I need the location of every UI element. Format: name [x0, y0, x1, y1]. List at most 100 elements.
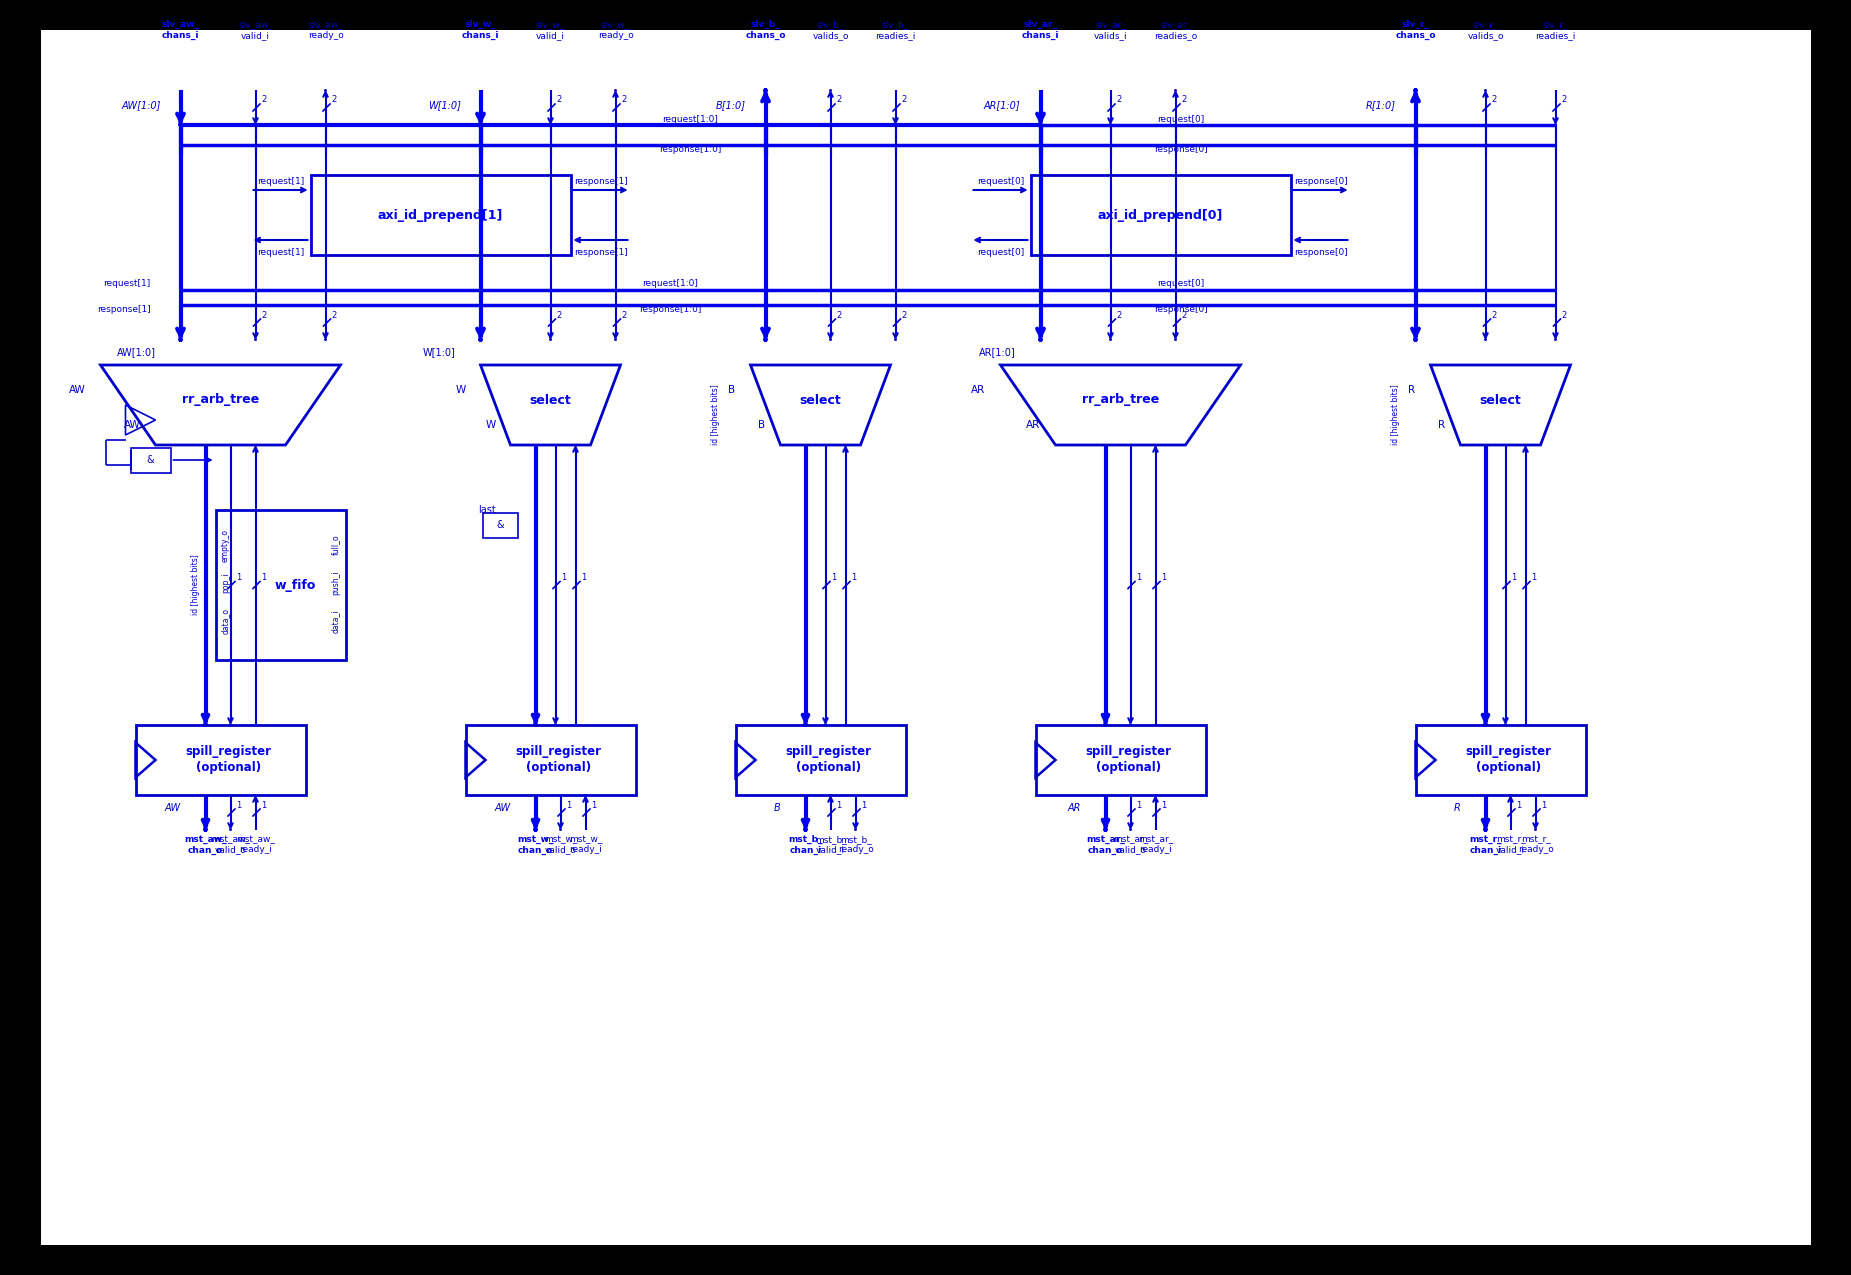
Text: B[1:0]: B[1:0]	[716, 99, 746, 110]
Text: 1: 1	[1542, 801, 1546, 810]
Text: AW: AW	[165, 803, 181, 813]
Text: R[1:0]: R[1:0]	[1366, 99, 1396, 110]
Text: 1: 1	[235, 572, 241, 581]
Text: 1: 1	[261, 801, 267, 810]
Text: full_o: full_o	[331, 534, 341, 556]
Text: 2: 2	[1492, 311, 1497, 320]
Text: response[1]: response[1]	[574, 249, 627, 258]
Text: 2: 2	[557, 311, 561, 320]
Text: slv_w_
ready_o: slv_w_ ready_o	[598, 20, 633, 40]
Text: mst_ar_
ready_i: mst_ar_ ready_i	[1138, 835, 1174, 854]
Text: id [highest bits]: id [highest bits]	[191, 555, 200, 616]
Text: 1: 1	[861, 801, 866, 810]
Text: empty_o: empty_o	[220, 529, 230, 561]
Text: 2: 2	[1181, 311, 1186, 320]
Text: 1: 1	[851, 572, 857, 581]
Text: spill_register: spill_register	[185, 746, 272, 759]
Text: spill_register: spill_register	[1466, 746, 1551, 759]
Text: 1: 1	[1161, 572, 1166, 581]
Text: AR[1:0]: AR[1:0]	[985, 99, 1020, 110]
Text: B: B	[729, 385, 735, 395]
Text: response[0]: response[0]	[1153, 305, 1207, 314]
Text: rr_arb_tree: rr_arb_tree	[181, 394, 259, 407]
Text: axi_id_prepend[1]: axi_id_prepend[1]	[378, 209, 503, 222]
Text: select: select	[800, 394, 842, 407]
Text: W[1:0]: W[1:0]	[422, 347, 455, 357]
Text: mst_r_
ready_o: mst_r_ ready_o	[1518, 835, 1553, 854]
Text: 2: 2	[331, 96, 337, 105]
Text: 1: 1	[261, 572, 267, 581]
Text: 2: 2	[837, 96, 840, 105]
Text: 2: 2	[1116, 96, 1122, 105]
Text: spill_register: spill_register	[515, 746, 602, 759]
Text: response[0]: response[0]	[1294, 177, 1348, 186]
Text: 1: 1	[1531, 572, 1536, 581]
Text: AR: AR	[1025, 419, 1040, 430]
Text: response[0]: response[0]	[1294, 249, 1348, 258]
Text: 1: 1	[1516, 801, 1522, 810]
Text: R: R	[1409, 385, 1416, 395]
Text: mst_aw_
ready_i: mst_aw_ ready_i	[237, 835, 276, 854]
Text: slv_b_
valids_o: slv_b_ valids_o	[813, 20, 850, 40]
Text: 2: 2	[622, 311, 627, 320]
Text: 1: 1	[831, 572, 837, 581]
Text: request[1:0]: request[1:0]	[642, 279, 698, 288]
Text: response[1]: response[1]	[96, 305, 150, 314]
Text: slv_w_
chans_i: slv_w_ chans_i	[461, 20, 500, 40]
Text: R: R	[1438, 419, 1446, 430]
Text: slv_ar_
readies_o: slv_ar_ readies_o	[1153, 20, 1198, 40]
Text: request[1]: request[1]	[104, 279, 150, 288]
Bar	[465, 725, 635, 796]
Text: slv_b_
readies_i: slv_b_ readies_i	[876, 20, 916, 40]
Text: (optional): (optional)	[1475, 761, 1542, 774]
Text: mst_b_
valid_i: mst_b_ valid_i	[814, 835, 846, 854]
Text: 2: 2	[261, 311, 267, 320]
Text: (optional): (optional)	[196, 761, 261, 774]
Text: request[0]: request[0]	[977, 177, 1024, 186]
Text: 2: 2	[261, 96, 267, 105]
Text: 2: 2	[620, 96, 626, 105]
Text: B: B	[774, 803, 781, 813]
Text: 1: 1	[581, 572, 587, 581]
Text: (optional): (optional)	[526, 761, 590, 774]
Bar	[131, 448, 170, 473]
Text: 2: 2	[1562, 311, 1566, 320]
Text: mst_w_
valid_o: mst_w_ valid_o	[544, 835, 578, 854]
Text: request[0]: request[0]	[1157, 279, 1205, 288]
FancyBboxPatch shape	[41, 31, 1810, 1244]
Text: mst_w_
chan_o: mst_w_ chan_o	[516, 835, 553, 854]
Text: 1: 1	[1510, 572, 1516, 581]
Text: slv_aw_
ready_o: slv_aw_ ready_o	[307, 20, 344, 40]
Text: spill_register: spill_register	[1085, 746, 1172, 759]
Text: slv_r_
chans_o: slv_r_ chans_o	[1396, 20, 1436, 40]
Bar	[483, 513, 518, 538]
Text: slv_b_
chans_o: slv_b_ chans_o	[746, 20, 787, 40]
Text: response[1:0]: response[1:0]	[639, 305, 702, 314]
Text: id [highest bits]: id [highest bits]	[711, 385, 720, 445]
Text: response[1]: response[1]	[574, 177, 627, 186]
Text: response[1:0]: response[1:0]	[659, 145, 722, 154]
Text: data_o: data_o	[220, 608, 230, 634]
Text: mst_b_
ready_o: mst_b_ ready_o	[839, 835, 874, 854]
Text: 1: 1	[566, 801, 572, 810]
Text: select: select	[529, 394, 572, 407]
Text: request[1]: request[1]	[257, 177, 304, 186]
Text: 1: 1	[590, 801, 596, 810]
Text: W[1:0]: W[1:0]	[428, 99, 461, 110]
Text: AR[1:0]: AR[1:0]	[979, 347, 1016, 357]
Text: request[1]: request[1]	[257, 249, 304, 258]
Text: 2: 2	[1560, 96, 1566, 105]
Bar	[135, 725, 305, 796]
Text: rr_arb_tree: rr_arb_tree	[1081, 394, 1159, 407]
Text: mst_r_
valid_i: mst_r_ valid_i	[1496, 835, 1525, 854]
Text: 1: 1	[235, 801, 241, 810]
Text: W: W	[455, 385, 465, 395]
Bar	[735, 725, 905, 796]
Text: pop_i: pop_i	[220, 572, 230, 593]
Text: B: B	[759, 419, 766, 430]
Text: slv_r_
valids_o: slv_r_ valids_o	[1468, 20, 1503, 40]
Text: slv_ar_
valids_i: slv_ar_ valids_i	[1094, 20, 1127, 40]
Text: (optional): (optional)	[1096, 761, 1161, 774]
Text: 2: 2	[555, 96, 561, 105]
Bar	[1035, 725, 1205, 796]
